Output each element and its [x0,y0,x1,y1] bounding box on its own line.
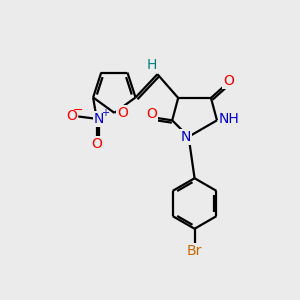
Text: O: O [66,110,77,124]
Text: O: O [91,137,102,151]
Text: H: H [147,58,157,72]
Text: N: N [180,130,191,144]
Text: −: − [72,103,83,116]
Text: N: N [94,112,104,126]
Text: +: + [101,109,109,118]
Text: O: O [146,107,157,122]
Text: NH: NH [219,112,240,126]
Text: Br: Br [187,244,202,258]
Text: O: O [117,106,128,120]
Text: O: O [224,74,234,88]
